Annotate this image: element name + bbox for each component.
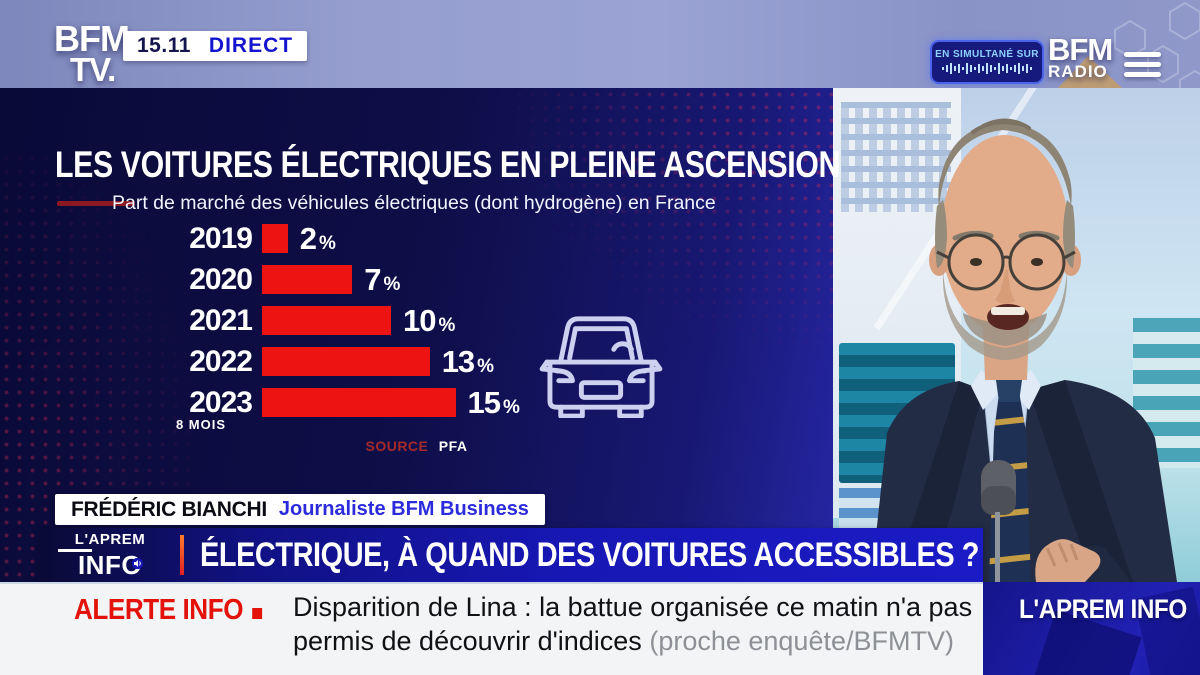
bar-label: 2020: [189, 263, 253, 296]
live-badge: DIRECT: [208, 34, 294, 57]
chart-title: LES VOITURES ÉLECTRIQUES EN PLEINE ASCEN…: [55, 144, 840, 185]
ticker-attribution: (proche enquête/BFMTV): [649, 626, 954, 656]
speaker-strap: FRÉDÉRIC BIANCHI Journaliste BFM Busines…: [55, 494, 545, 525]
show-title: L'APREM INFO: [1019, 594, 1187, 624]
laprem-info-logo: L'APREM INFO: [40, 532, 180, 578]
dot-pattern: [513, 88, 833, 348]
banner-divider: [180, 535, 184, 575]
top-studio-bar: BFM TV. 15.11 DIRECT EN SIMULTANÉ SUR: [0, 0, 1200, 109]
alert-badge: ALERTE INFO: [74, 594, 262, 627]
bar-value: 15%: [467, 385, 520, 420]
bar-row: 2020 7%: [150, 263, 520, 296]
speaker-icon: [131, 557, 144, 570]
time-direct-chip: 15.11 DIRECT: [123, 31, 308, 61]
bar-value: 13%: [441, 344, 495, 379]
bar-label: 2022: [189, 345, 253, 378]
speaker-name: FRÉDÉRIC BIANCHI: [71, 497, 267, 521]
speaker-role: Journaliste BFM Business: [278, 498, 529, 520]
car-icon: [539, 316, 663, 418]
title-accent-dash: [57, 201, 135, 206]
bar-row: 2022 13%: [150, 345, 520, 378]
bfm-tv-logo: BFM TV.: [54, 18, 130, 89]
bar-value: 7%: [364, 262, 401, 297]
banner-headline: ÉLECTRIQUE, À QUAND DES VOITURES ACCESSI…: [200, 535, 980, 574]
bar-row: 2023 8 MOIS 15%: [150, 386, 520, 431]
clock-time: 15.11: [137, 34, 191, 57]
headline-banner: L'APREM INFO ÉLECTRIQUE, À QUAND DES VOI…: [40, 528, 983, 582]
bar-row: 2021 10%: [150, 304, 520, 337]
bottom-right-panel: L'APREM INFO: [983, 582, 1200, 675]
bar-label: 2019: [189, 222, 253, 255]
bar-row: 2019 2%: [150, 222, 520, 255]
bar-note: 8 MOIS: [175, 417, 227, 432]
bar-value: 10%: [403, 303, 456, 338]
studio-background: [833, 88, 1200, 582]
ticker-text: Disparition de Lina : la battue organisé…: [293, 590, 973, 658]
ticker-headline: Disparition de Lina : la battue organisé…: [293, 592, 973, 656]
menu-icon: [1124, 52, 1161, 77]
bar-label: 2021: [189, 304, 253, 337]
bar-value: 2%: [299, 221, 336, 256]
bar: [262, 388, 456, 417]
bar: [262, 224, 288, 253]
waveform-icon: [942, 63, 1032, 74]
bar: [262, 347, 430, 376]
alert-bullet-icon: [252, 608, 262, 619]
bar: [262, 306, 391, 335]
chart-subtitle: Part de marché des véhicules électriques…: [112, 192, 716, 214]
presenter-photo: [871, 118, 1177, 582]
bar-label: 2023: [189, 386, 253, 419]
bfm-radio-logo: BFM RADIO: [1048, 32, 1113, 81]
simulcast-badge: EN SIMULTANÉ SUR: [930, 40, 1044, 84]
bar-rows: 2019 2% 2020 7% 2021 10% 2022 13% 2023 8 MOIS 15%: [150, 222, 520, 431]
chart-source: SOURCE PFA: [365, 438, 468, 454]
bar: [262, 265, 353, 294]
studio-decor-triangle: [1058, 56, 1122, 88]
